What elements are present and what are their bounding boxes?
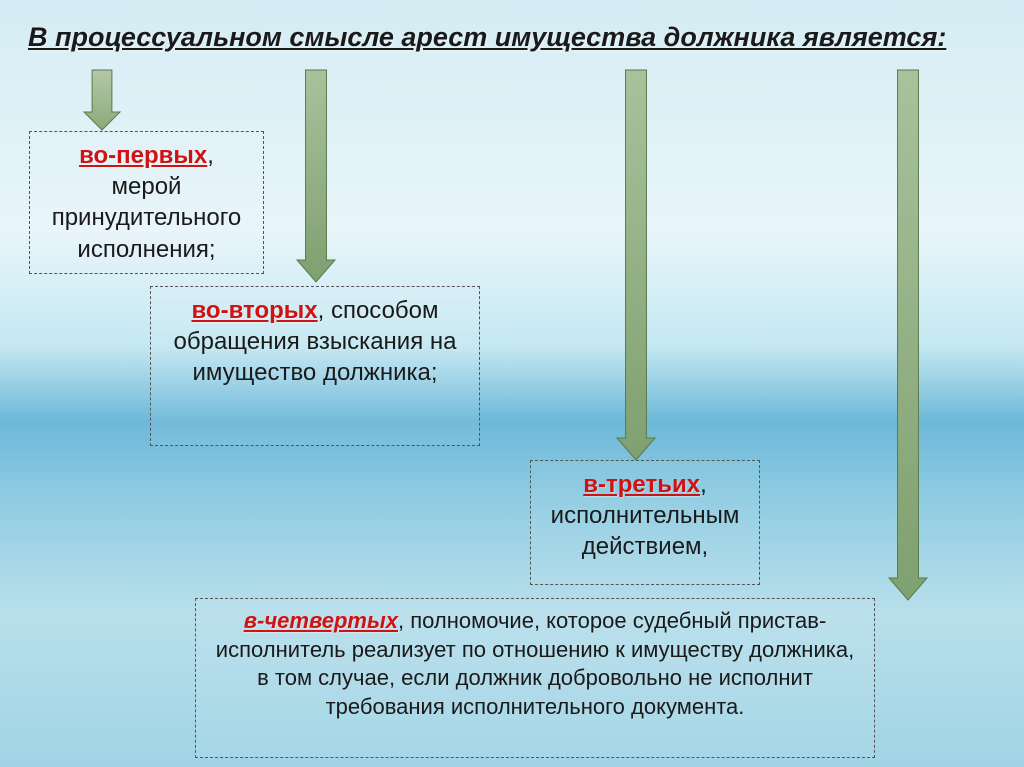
box-second: во-вторых, способом обращения взыскания … bbox=[150, 286, 480, 446]
box-third: в-третьих, исполнительным действием, bbox=[530, 460, 760, 585]
arrow-first-icon bbox=[69, 68, 135, 140]
accent-third: в-третьих bbox=[583, 471, 700, 498]
accent-first: во-первых bbox=[79, 142, 207, 169]
accent-second: во-вторых bbox=[191, 297, 317, 324]
arrow-fourth-icon bbox=[874, 68, 942, 610]
page-title: В процессуальном смысле арест имущества … bbox=[28, 22, 996, 53]
accent-fourth: в-четвертых bbox=[244, 608, 398, 633]
arrow-second-icon bbox=[282, 68, 350, 292]
box-first: во-первых, мерой принудительного исполне… bbox=[29, 131, 264, 274]
box-fourth: в-четвертых, полномочие, которое судебны… bbox=[195, 598, 875, 758]
arrow-third-icon bbox=[602, 68, 670, 470]
